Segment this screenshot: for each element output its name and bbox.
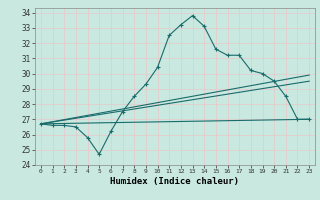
X-axis label: Humidex (Indice chaleur): Humidex (Indice chaleur) (110, 177, 239, 186)
